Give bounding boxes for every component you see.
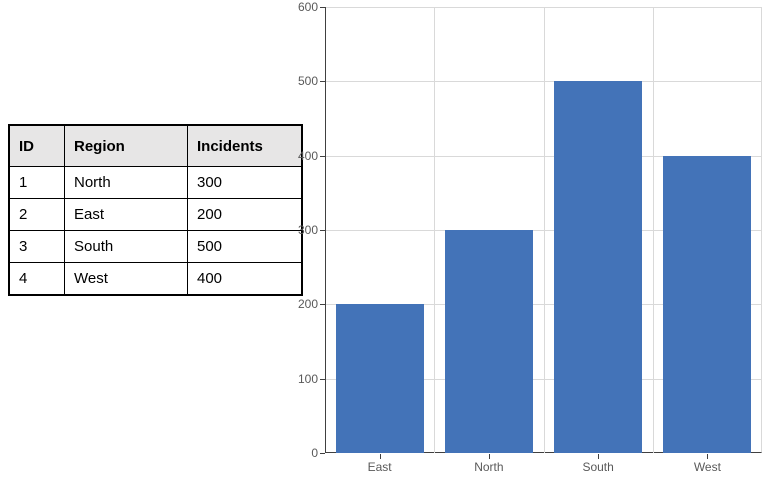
- y-axis-label-200: 200: [297, 297, 318, 312]
- table-row: 3 South 500: [8, 230, 303, 263]
- x-axis-label-east: East: [367, 460, 392, 474]
- table-row: 1 North 300: [8, 166, 303, 199]
- y-axis-label-400: 400: [297, 148, 318, 163]
- bar-west: [663, 155, 752, 453]
- v-gridline-3: [652, 7, 654, 453]
- table-row: 2 East 200: [8, 198, 303, 231]
- v-gridline-2: [543, 7, 545, 453]
- col-header-id: ID: [8, 124, 65, 167]
- y-axis-label-600: 600: [297, 0, 318, 14]
- table-header: ID Region Incidents: [8, 124, 303, 167]
- cell-id: 2: [8, 198, 65, 231]
- v-gridline-1: [434, 7, 436, 453]
- incidents-table: ID Region Incidents 1 North 300 2 East 2…: [8, 124, 303, 296]
- y-axis-tick-500: [320, 81, 325, 83]
- cell-region: South: [64, 230, 188, 263]
- x-axis-tick-west: [707, 454, 709, 459]
- table-header-row: ID Region Incidents: [8, 124, 303, 167]
- x-axis-tick-south: [598, 454, 600, 459]
- x-axis-label-south: South: [582, 460, 614, 474]
- table-row: 4 West 400: [8, 262, 303, 296]
- y-axis-label-100: 100: [297, 371, 318, 386]
- x-axis-label-north: North: [474, 460, 504, 474]
- y-axis-tick-200: [320, 304, 325, 306]
- cell-region: West: [64, 262, 188, 296]
- bar-north: [444, 230, 533, 453]
- x-axis-tick-east: [379, 454, 381, 459]
- x-axis-tick-north: [488, 454, 490, 459]
- cell-incidents: 400: [187, 262, 303, 296]
- y-axis-tick-0: [320, 453, 325, 454]
- cell-incidents: 300: [187, 166, 303, 199]
- bar-east: [335, 304, 424, 453]
- y-axis-label-0: 0: [311, 446, 318, 460]
- y-axis-tick-400: [320, 155, 325, 157]
- cell-id: 4: [8, 262, 65, 296]
- y-axis-tick-600: [320, 7, 325, 8]
- cell-id: 3: [8, 230, 65, 263]
- col-header-region: Region: [64, 124, 188, 167]
- y-axis-label-500: 500: [297, 74, 318, 89]
- y-axis-tick-300: [320, 230, 325, 231]
- col-header-incidents: Incidents: [187, 124, 303, 167]
- table-body: 1 North 300 2 East 200 3 South 500 4 Wes…: [8, 166, 303, 296]
- y-axis-tick-100: [320, 378, 325, 380]
- x-axis-label-west: West: [693, 460, 721, 474]
- cell-incidents: 500: [187, 230, 303, 263]
- cell-region: North: [64, 166, 188, 199]
- y-axis-label-300: 300: [297, 223, 318, 237]
- bar-south: [554, 81, 643, 453]
